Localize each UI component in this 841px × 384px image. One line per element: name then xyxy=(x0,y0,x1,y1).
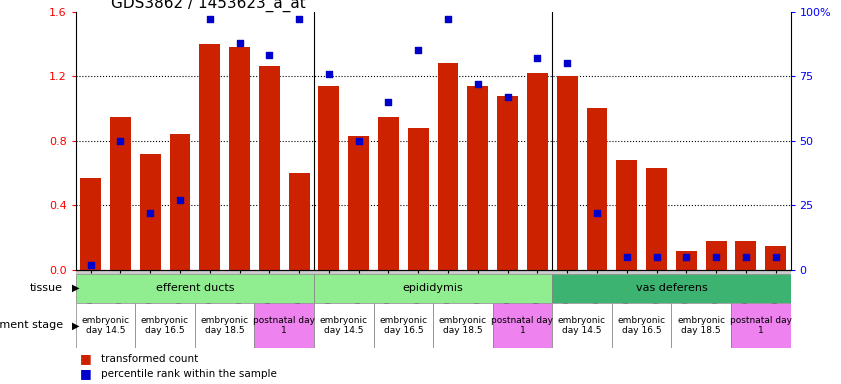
Bar xyxy=(259,66,280,270)
Bar xyxy=(170,134,190,270)
Bar xyxy=(80,178,101,270)
Point xyxy=(144,210,157,216)
Text: embryonic
day 14.5: embryonic day 14.5 xyxy=(558,316,606,335)
Point xyxy=(84,262,98,268)
Bar xyxy=(199,44,220,270)
Bar xyxy=(319,86,339,270)
Point xyxy=(352,138,365,144)
Text: postnatal day
1: postnatal day 1 xyxy=(491,316,553,335)
Bar xyxy=(553,303,611,348)
Point xyxy=(531,55,544,61)
Bar xyxy=(765,246,786,270)
Bar xyxy=(110,116,131,270)
Bar xyxy=(288,173,309,270)
Point xyxy=(322,71,336,77)
Point xyxy=(293,16,306,22)
Point xyxy=(411,47,425,53)
Text: embryonic
day 16.5: embryonic day 16.5 xyxy=(379,316,427,335)
Point xyxy=(471,81,484,87)
Text: transformed count: transformed count xyxy=(101,354,198,364)
Point xyxy=(173,197,187,203)
Text: postnatal day
1: postnatal day 1 xyxy=(730,316,791,335)
Point xyxy=(382,99,395,105)
Bar xyxy=(493,303,553,348)
Bar xyxy=(433,303,493,348)
Bar xyxy=(135,303,195,348)
Bar xyxy=(76,303,135,348)
Bar xyxy=(140,154,161,270)
Bar xyxy=(671,303,731,348)
Point xyxy=(203,16,216,22)
Bar xyxy=(706,241,727,270)
Text: development stage: development stage xyxy=(0,320,63,331)
Point xyxy=(650,254,664,260)
Text: ▶: ▶ xyxy=(71,320,79,331)
Bar xyxy=(378,116,399,270)
Point xyxy=(680,254,693,260)
Point xyxy=(233,40,246,46)
Text: efferent ducts: efferent ducts xyxy=(156,283,234,293)
Point xyxy=(501,94,515,100)
Bar xyxy=(611,303,671,348)
Text: percentile rank within the sample: percentile rank within the sample xyxy=(101,369,277,379)
Bar xyxy=(735,241,756,270)
Bar xyxy=(527,73,547,270)
Bar xyxy=(254,303,314,348)
Point xyxy=(262,52,276,58)
Point xyxy=(620,254,633,260)
Bar xyxy=(616,160,637,270)
Text: epididymis: epididymis xyxy=(403,283,463,293)
Bar xyxy=(348,136,369,270)
Text: ▶: ▶ xyxy=(71,283,79,293)
Text: embryonic
day 18.5: embryonic day 18.5 xyxy=(677,316,725,335)
Text: embryonic
day 18.5: embryonic day 18.5 xyxy=(200,316,249,335)
Text: ■: ■ xyxy=(80,367,92,381)
Text: embryonic
day 14.5: embryonic day 14.5 xyxy=(320,316,368,335)
Point xyxy=(709,254,722,260)
Text: embryonic
day 16.5: embryonic day 16.5 xyxy=(617,316,666,335)
Bar xyxy=(553,274,791,303)
Bar xyxy=(408,128,429,270)
Text: embryonic
day 18.5: embryonic day 18.5 xyxy=(439,316,487,335)
Bar xyxy=(195,303,254,348)
Text: postnatal day
1: postnatal day 1 xyxy=(253,316,315,335)
Point xyxy=(590,210,604,216)
Bar xyxy=(76,274,314,303)
Bar xyxy=(314,274,553,303)
Bar xyxy=(373,303,433,348)
Bar xyxy=(676,251,696,270)
Bar xyxy=(646,168,667,270)
Point xyxy=(442,16,455,22)
Bar xyxy=(437,63,458,270)
Point xyxy=(560,60,574,66)
Text: embryonic
day 16.5: embryonic day 16.5 xyxy=(141,316,189,335)
Bar xyxy=(731,303,791,348)
Bar xyxy=(229,47,250,270)
Bar xyxy=(557,76,578,270)
Point xyxy=(769,254,782,260)
Point xyxy=(739,254,753,260)
Point xyxy=(114,138,127,144)
Text: embryonic
day 14.5: embryonic day 14.5 xyxy=(82,316,130,335)
Text: ■: ■ xyxy=(80,352,92,365)
Text: GDS3862 / 1453623_a_at: GDS3862 / 1453623_a_at xyxy=(111,0,306,12)
Bar xyxy=(314,303,373,348)
Text: tissue: tissue xyxy=(30,283,63,293)
Bar xyxy=(497,96,518,270)
Text: vas deferens: vas deferens xyxy=(636,283,707,293)
Bar xyxy=(468,86,489,270)
Bar xyxy=(586,108,607,270)
